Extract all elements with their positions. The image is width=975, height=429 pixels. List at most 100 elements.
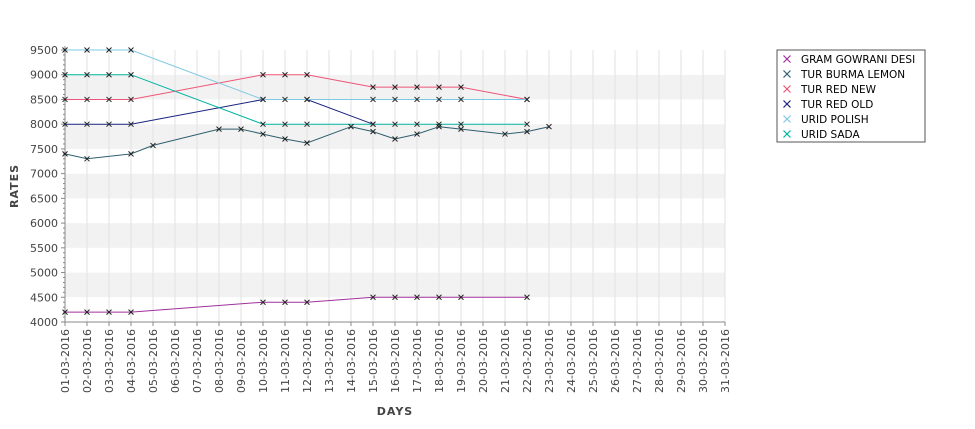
data-point-urid-sada	[128, 71, 134, 78]
data-point-tur-red-old	[128, 121, 134, 128]
x-axis-ticks: 01-03-2016 02-03-2016 03-03-2016 04-03-2016…	[59, 322, 732, 393]
data-point-tur-burma-lemon	[392, 136, 398, 142]
data-point-urid-polish	[524, 96, 530, 103]
data-point-urid-sada	[260, 121, 266, 128]
y-axis-ticks: 4000 4500 5000 5500 6000 6500 7000 7500 8000 8500…	[30, 44, 65, 329]
data-point-urid-sada	[436, 121, 442, 128]
data-point-tur-burma-lemon	[524, 128, 530, 135]
data-point-urid-sada	[392, 121, 398, 128]
data-point-tur-burma-lemon	[84, 155, 90, 162]
x-tick-label: 07-03-2016	[191, 329, 204, 393]
x-tick-label: 06-03-2016	[169, 329, 182, 393]
data-point-tur-red-new	[458, 84, 464, 90]
legend-marker	[783, 100, 791, 108]
data-point-gram-gowrani-desi	[436, 294, 442, 301]
data-point-urid-polish	[370, 96, 376, 103]
data-point-tur-red-new	[260, 71, 266, 78]
legend-entry: URID SADA	[801, 129, 860, 141]
data-point-tur-burma-lemon	[502, 131, 508, 137]
y-tick-label: 6500	[30, 192, 58, 205]
x-tick-label: 08-03-2016	[213, 329, 226, 393]
legend-entry: TUR RED OLD	[800, 99, 873, 111]
data-point-urid-sada	[282, 121, 288, 128]
series-markers	[62, 47, 552, 315]
legend-marker	[783, 70, 791, 78]
data-point-tur-red-old	[84, 121, 90, 128]
x-tick-label: 04-03-2016	[125, 329, 138, 393]
data-point-tur-red-new	[128, 96, 134, 103]
x-tick-label: 19-03-2016	[455, 329, 468, 393]
data-point-tur-red-new	[62, 96, 68, 103]
y-tick-label: 8500	[30, 93, 58, 106]
x-tick-label: 27-03-2016	[631, 329, 644, 393]
x-tick-label: 01-03-2016	[59, 329, 72, 393]
y-axis-title: RATES	[8, 164, 21, 208]
data-point-tur-burma-lemon	[370, 128, 376, 135]
data-point-urid-polish	[414, 96, 420, 103]
data-point-tur-red-new	[392, 84, 398, 90]
x-tick-label: 05-03-2016	[147, 329, 160, 393]
data-point-urid-polish	[62, 47, 68, 53]
data-point-tur-burma-lemon	[260, 131, 266, 137]
x-tick-label: 28-03-2016	[653, 329, 666, 393]
data-point-gram-gowrani-desi	[260, 299, 266, 306]
x-tick-label: 16-03-2016	[389, 329, 402, 393]
data-point-tur-red-new	[414, 84, 420, 90]
x-tick-label: 26-03-2016	[609, 329, 622, 393]
x-tick-label: 31-03-2016	[719, 329, 732, 393]
data-point-tur-red-new	[436, 84, 442, 90]
data-point-urid-polish	[282, 96, 288, 103]
x-tick-label: 20-03-2016	[477, 329, 490, 393]
data-point-urid-sada	[524, 121, 530, 128]
series-line-tur-burma-lemon	[64, 126, 550, 160]
data-point-urid-polish	[304, 96, 310, 103]
data-point-tur-burma-lemon	[216, 126, 222, 132]
data-point-gram-gowrani-desi	[62, 309, 68, 315]
legend-marker	[783, 115, 791, 123]
data-point-gram-gowrani-desi	[106, 309, 112, 315]
x-tick-label: 18-03-2016	[433, 329, 446, 393]
legend: GRAM GOWRANI DESI TUR BURMA LEMON TUR RED …	[776, 49, 926, 143]
data-point-tur-burma-lemon	[128, 151, 134, 157]
data-point-tur-red-new	[282, 71, 288, 78]
data-point-gram-gowrani-desi	[524, 294, 530, 301]
x-tick-label: 23-03-2016	[543, 329, 556, 393]
data-point-urid-sada	[106, 71, 112, 78]
x-tick-label: 30-03-2016	[697, 329, 710, 393]
data-point-tur-burma-lemon	[62, 151, 68, 157]
data-point-tur-red-old	[62, 121, 68, 128]
y-tick-label: 7500	[30, 143, 58, 156]
x-tick-label: 03-03-2016	[103, 329, 116, 393]
data-point-tur-burma-lemon	[282, 136, 288, 142]
data-point-tur-red-old	[106, 121, 112, 128]
x-tick-label: 15-03-2016	[367, 329, 380, 393]
data-point-gram-gowrani-desi	[370, 294, 376, 301]
data-point-tur-red-new	[304, 71, 310, 78]
x-tick-label: 22-03-2016	[521, 329, 534, 393]
data-point-gram-gowrani-desi	[392, 294, 398, 301]
data-point-urid-polish	[458, 96, 464, 103]
legend-entry: TUR BURMA LEMON	[800, 69, 905, 81]
x-tick-label: 17-03-2016	[411, 329, 424, 393]
data-point-urid-polish	[260, 96, 266, 103]
data-point-urid-polish	[436, 96, 442, 103]
legend-marker	[783, 130, 791, 138]
legend-box	[776, 49, 926, 143]
x-axis-title: DAYS	[377, 405, 413, 418]
data-point-urid-sada	[84, 71, 90, 78]
x-tick-label: 29-03-2016	[675, 329, 688, 393]
data-point-urid-sada	[370, 121, 376, 128]
data-point-tur-burma-lemon	[238, 126, 244, 132]
y-tick-label: 5500	[30, 242, 58, 255]
x-tick-label: 21-03-2016	[499, 329, 512, 393]
y-tick-label: 9500	[30, 44, 58, 57]
data-point-tur-red-new	[84, 96, 90, 103]
x-tick-label: 10-03-2016	[257, 329, 270, 393]
y-tick-label: 6000	[30, 217, 58, 230]
x-tick-label: 09-03-2016	[235, 329, 248, 393]
y-tick-label: 5000	[30, 267, 58, 280]
data-point-tur-burma-lemon	[546, 123, 552, 130]
data-point-urid-sada	[458, 121, 464, 128]
data-point-gram-gowrani-desi	[414, 294, 420, 301]
